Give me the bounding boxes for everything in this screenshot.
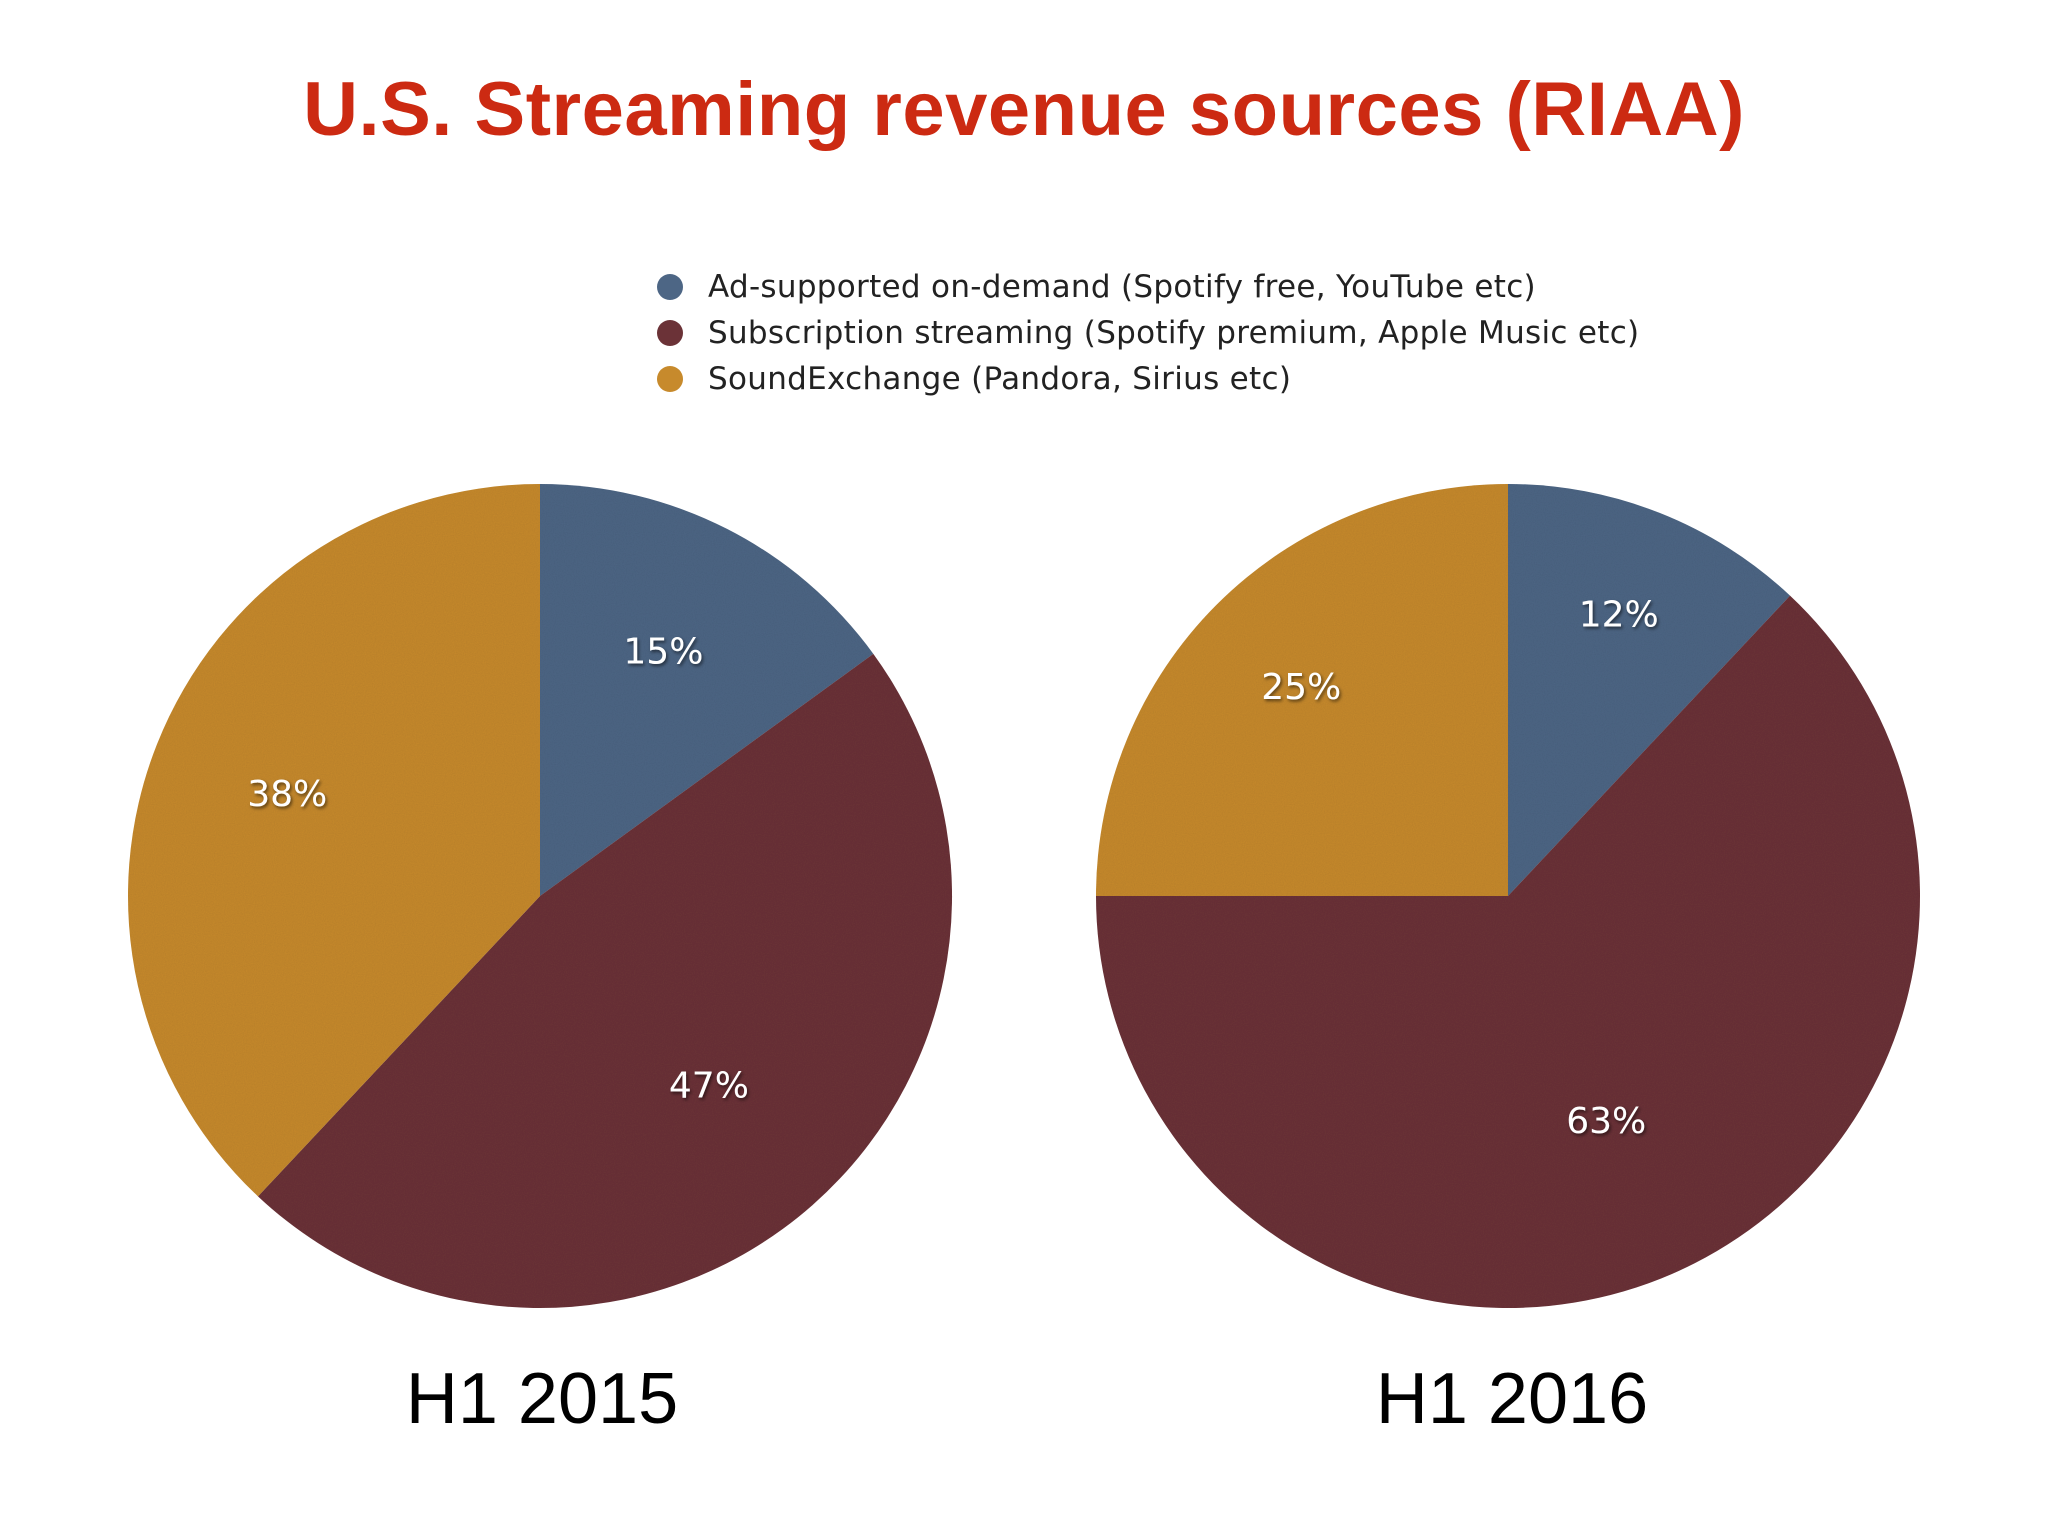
pie-chart-h1-2015: 15% 47% 38%	[127, 483, 953, 1309]
legend: Ad-supported on-demand (Spotify free, Yo…	[657, 264, 1639, 402]
pie-slice-label-subscription: 63%	[1566, 1101, 1646, 1142]
pie-slice-label-ad-supported: 15%	[623, 632, 703, 673]
legend-label: Subscription streaming (Spotify premium,…	[708, 315, 1640, 351]
legend-item-soundexchange: SoundExchange (Pandora, Sirius etc)	[657, 356, 1639, 402]
pie-slice-label-ad-supported: 12%	[1579, 594, 1659, 635]
pie-slice-label-subscription: 47%	[669, 1066, 749, 1107]
legend-item-subscription: Subscription streaming (Spotify premium,…	[657, 310, 1639, 356]
legend-label: SoundExchange (Pandora, Sirius etc)	[708, 361, 1292, 397]
pie-slice-ad-supported	[1508, 484, 1791, 896]
legend-bullet-icon	[657, 366, 683, 392]
legend-bullet-icon	[657, 320, 683, 346]
pie-slice-soundexchange	[127, 483, 540, 1197]
chart-caption-h1-2015: H1 2015	[405, 1359, 679, 1439]
chart-caption-h1-2016: H1 2016	[1375, 1359, 1649, 1439]
pie-slice-ad-supported	[540, 483, 874, 896]
pie-slice-label-soundexchange: 38%	[247, 774, 327, 815]
chart-title: U.S. Streaming revenue sources (RIAA)	[303, 67, 1745, 152]
legend-item-ad-supported: Ad-supported on-demand (Spotify free, Yo…	[657, 264, 1639, 310]
pie-slice-soundexchange	[1096, 484, 1508, 896]
legend-bullet-icon	[657, 274, 683, 300]
pie-slice-subscription	[257, 653, 953, 1309]
pie-slice-label-soundexchange: 25%	[1261, 667, 1341, 708]
pie-slice-subscription	[1096, 595, 1921, 1308]
pie-chart-h1-2016: 12% 63% 25%	[1096, 484, 1921, 1308]
legend-label: Ad-supported on-demand (Spotify free, Yo…	[708, 269, 1536, 305]
